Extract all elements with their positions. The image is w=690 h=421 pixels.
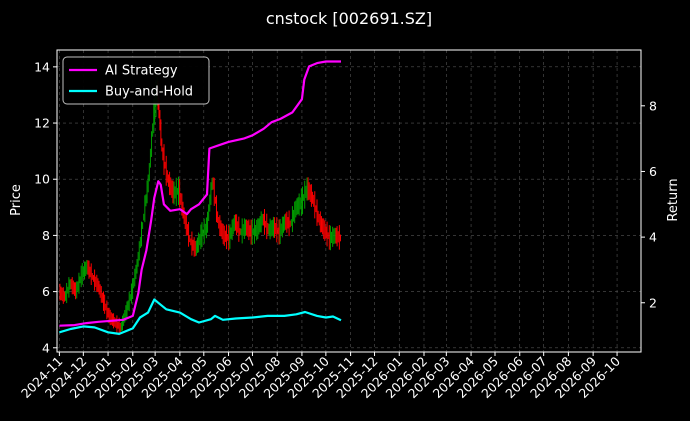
price-candles [59, 76, 341, 336]
legend-label: AI Strategy [105, 64, 178, 79]
y-right-tick-label: 6 [649, 164, 657, 179]
series-line-buy-and-hold [59, 298, 342, 335]
y-left-tick-label: 10 [34, 172, 50, 187]
y-axis-left-label: Price [9, 184, 24, 216]
y-left-tick-label: 6 [42, 284, 50, 299]
y-left-tick-label: 8 [42, 228, 50, 243]
y-axis-left: 4 6 8 10 12 14 [34, 59, 57, 355]
y-axis-right: 2 4 6 8 [641, 98, 657, 310]
y-right-tick-label: 4 [649, 230, 657, 245]
y-right-tick-label: 2 [649, 295, 657, 310]
x-axis: 2024-112024-122025-012025-022025-032025-… [18, 352, 623, 401]
series-lines [59, 60, 342, 335]
series-line-ai-strategy [59, 60, 341, 327]
y-axis-right-label: Return [666, 178, 681, 221]
plot-frame [56, 49, 642, 353]
y-left-tick-label: 12 [34, 116, 50, 131]
y-right-tick-label: 8 [649, 98, 657, 113]
legend-box [62, 56, 210, 105]
y-left-tick-label: 4 [42, 340, 50, 355]
y-left-tick-label: 14 [34, 59, 50, 74]
legend: AI Strategy Buy-and-Hold [62, 56, 210, 105]
grid [57, 50, 641, 352]
legend-label: Buy-and-Hold [105, 85, 193, 100]
chart-title: cnstock [002691.SZ] [266, 9, 432, 28]
